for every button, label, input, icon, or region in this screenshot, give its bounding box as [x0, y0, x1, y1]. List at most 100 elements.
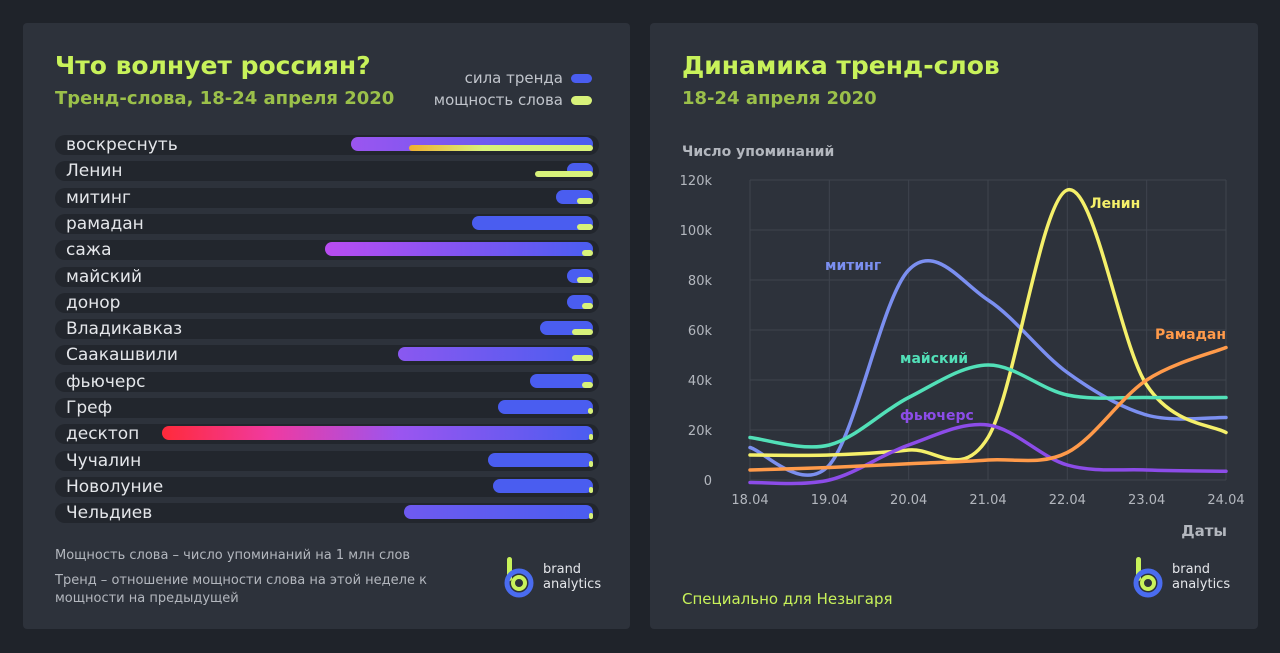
series-label: Ленин — [1090, 196, 1140, 212]
y-tick-label: 80k — [688, 274, 713, 289]
trend-strength-bar — [403, 505, 593, 520]
bar-category-label: десктоп — [66, 424, 140, 445]
trend-bar-row: Чельдиев — [55, 503, 599, 524]
trend-strength-bar — [529, 373, 593, 388]
trend-strength-bar — [398, 347, 593, 362]
brand-analytics-logo: brand analytics — [1130, 555, 1230, 599]
word-power-bar — [589, 486, 593, 493]
word-power-bar — [408, 145, 593, 151]
trend-bar-row: Чучалин — [55, 450, 599, 471]
x-tick-label: 22.04 — [1049, 493, 1086, 508]
bar-category-label: майский — [66, 266, 143, 287]
y-tick-label: 0 — [704, 474, 712, 489]
trend-strength-bar — [487, 452, 593, 467]
x-tick-label: 20.04 — [890, 493, 927, 508]
bar-category-label: рамадан — [66, 213, 144, 234]
brand-name-line1: brand — [543, 562, 582, 577]
note-trend-definition: Тренд – отношение мощности слова на этой… — [55, 573, 427, 606]
bar-category-label: донор — [66, 292, 121, 313]
bar-category-label: Новолуние — [66, 476, 164, 497]
brand-logo-icon — [1133, 557, 1163, 598]
word-power-bar — [577, 276, 593, 283]
legend-trend-swatch — [571, 73, 592, 83]
bar-category-label: митинг — [66, 187, 131, 208]
bar-category-label: воскреснуть — [66, 135, 178, 155]
trend-bar-row: Саакашвили — [55, 345, 599, 366]
bar-category-label: Ленин — [66, 161, 123, 182]
trend-bar-row: Ленин — [55, 161, 599, 182]
trend-bar-row: рамадан — [55, 213, 599, 234]
x-tick-label: 18.04 — [731, 493, 768, 508]
word-power-bar — [582, 250, 593, 257]
series-label: Рамадан — [1155, 327, 1226, 343]
bar-category-label: Владикавказ — [66, 319, 183, 340]
trend-dynamics-panel: Динамика тренд-слов 18-24 апреля 2020 Чи… — [650, 23, 1258, 629]
left-panel-subtitle: Тренд-слова, 18-24 апреля 2020 — [55, 88, 395, 109]
trend-strength-bar — [472, 215, 593, 230]
y-tick-label: 120k — [680, 174, 713, 189]
trend-strength-bar — [498, 400, 593, 414]
note-word-power: Мощность слова – число упоминаний на 1 м… — [55, 548, 411, 563]
word-power-bar — [582, 302, 593, 309]
trend-bar-row: донор — [55, 292, 599, 313]
bar-category-label: Чучалин — [66, 450, 142, 471]
trend-bar-row: Владикавказ — [55, 319, 599, 340]
x-tick-label: 24.04 — [1207, 493, 1244, 508]
word-power-bar — [582, 381, 593, 388]
word-power-bar — [535, 171, 593, 178]
word-power-bar — [587, 408, 593, 414]
word-power-bar — [571, 355, 593, 362]
legend-word-power: мощность слова — [434, 91, 592, 109]
y-tick-label: 100k — [680, 224, 713, 239]
series-label: майский — [900, 351, 968, 367]
trend-bar-row: воскреснуть — [55, 135, 599, 155]
left-panel-title: Что волнует россиян? — [55, 51, 371, 80]
trend-bar-row: фьючерс — [55, 371, 599, 392]
bar-category-label: Греф — [66, 398, 113, 418]
word-power-bar — [589, 513, 593, 520]
brand-name-line2: analytics — [543, 577, 602, 592]
trend-strength-bar — [493, 478, 593, 493]
word-power-bar — [577, 197, 593, 204]
footer-credit: Специально для Незыгаря — [682, 590, 893, 608]
trend-bar-row: майский — [55, 266, 599, 287]
right-panel-title: Динамика тренд-слов — [682, 51, 1000, 80]
legend-trend-label: сила тренда — [464, 69, 563, 87]
x-tick-label: 21.04 — [969, 493, 1006, 508]
legend-trend-strength: сила тренда — [465, 69, 592, 87]
series-line-0 — [748, 259, 1228, 477]
trend-bar-row: Новолуние — [55, 476, 599, 497]
trend-bar-row: десктоп — [55, 424, 599, 445]
legend-power-swatch — [571, 95, 592, 105]
series-line-1 — [748, 188, 1228, 462]
trend-line-chart: Число упоминаний 0 20k 40k 60k 80k 100k 120k 18.… — [680, 144, 1245, 540]
series-label: митинг — [825, 258, 881, 274]
trend-bar-row: Греф — [55, 398, 599, 418]
trend-words-panel: Что волнует россиян? Тренд-слова, 18-24 … — [23, 23, 630, 629]
trend-bar-row: сажа — [55, 240, 599, 261]
brand-name-line2: analytics — [1172, 577, 1231, 592]
x-axis-title: Даты — [1181, 522, 1227, 540]
y-tick-label: 20k — [688, 424, 713, 439]
brand-logo-icon — [504, 557, 534, 598]
trend-strength-bar — [161, 426, 593, 441]
x-tick-label: 19.04 — [811, 493, 848, 508]
x-tick-label: 23.04 — [1128, 493, 1165, 508]
series-line-3 — [748, 422, 1228, 486]
y-tick-label: 40k — [688, 374, 713, 389]
brand-analytics-logo: brand analytics — [501, 555, 601, 599]
brand-name-line1: brand — [1172, 562, 1211, 577]
right-panel-subtitle: 18-24 апреля 2020 — [682, 88, 877, 109]
y-axis-title: Число упоминаний — [682, 144, 834, 160]
trend-bar-row: митинг — [55, 187, 599, 208]
word-power-bar — [589, 460, 593, 467]
legend-power-label: мощность слова — [433, 91, 563, 109]
bar-category-label: Чельдиев — [66, 503, 153, 524]
word-power-bar — [589, 434, 593, 441]
series-line-2 — [748, 363, 1228, 449]
series-line-4 — [748, 345, 1228, 472]
trend-strength-bar — [324, 242, 593, 257]
bar-category-label: Саакашвили — [66, 345, 178, 366]
series-label: фьючерс — [900, 408, 974, 424]
y-tick-label: 60k — [688, 324, 713, 339]
